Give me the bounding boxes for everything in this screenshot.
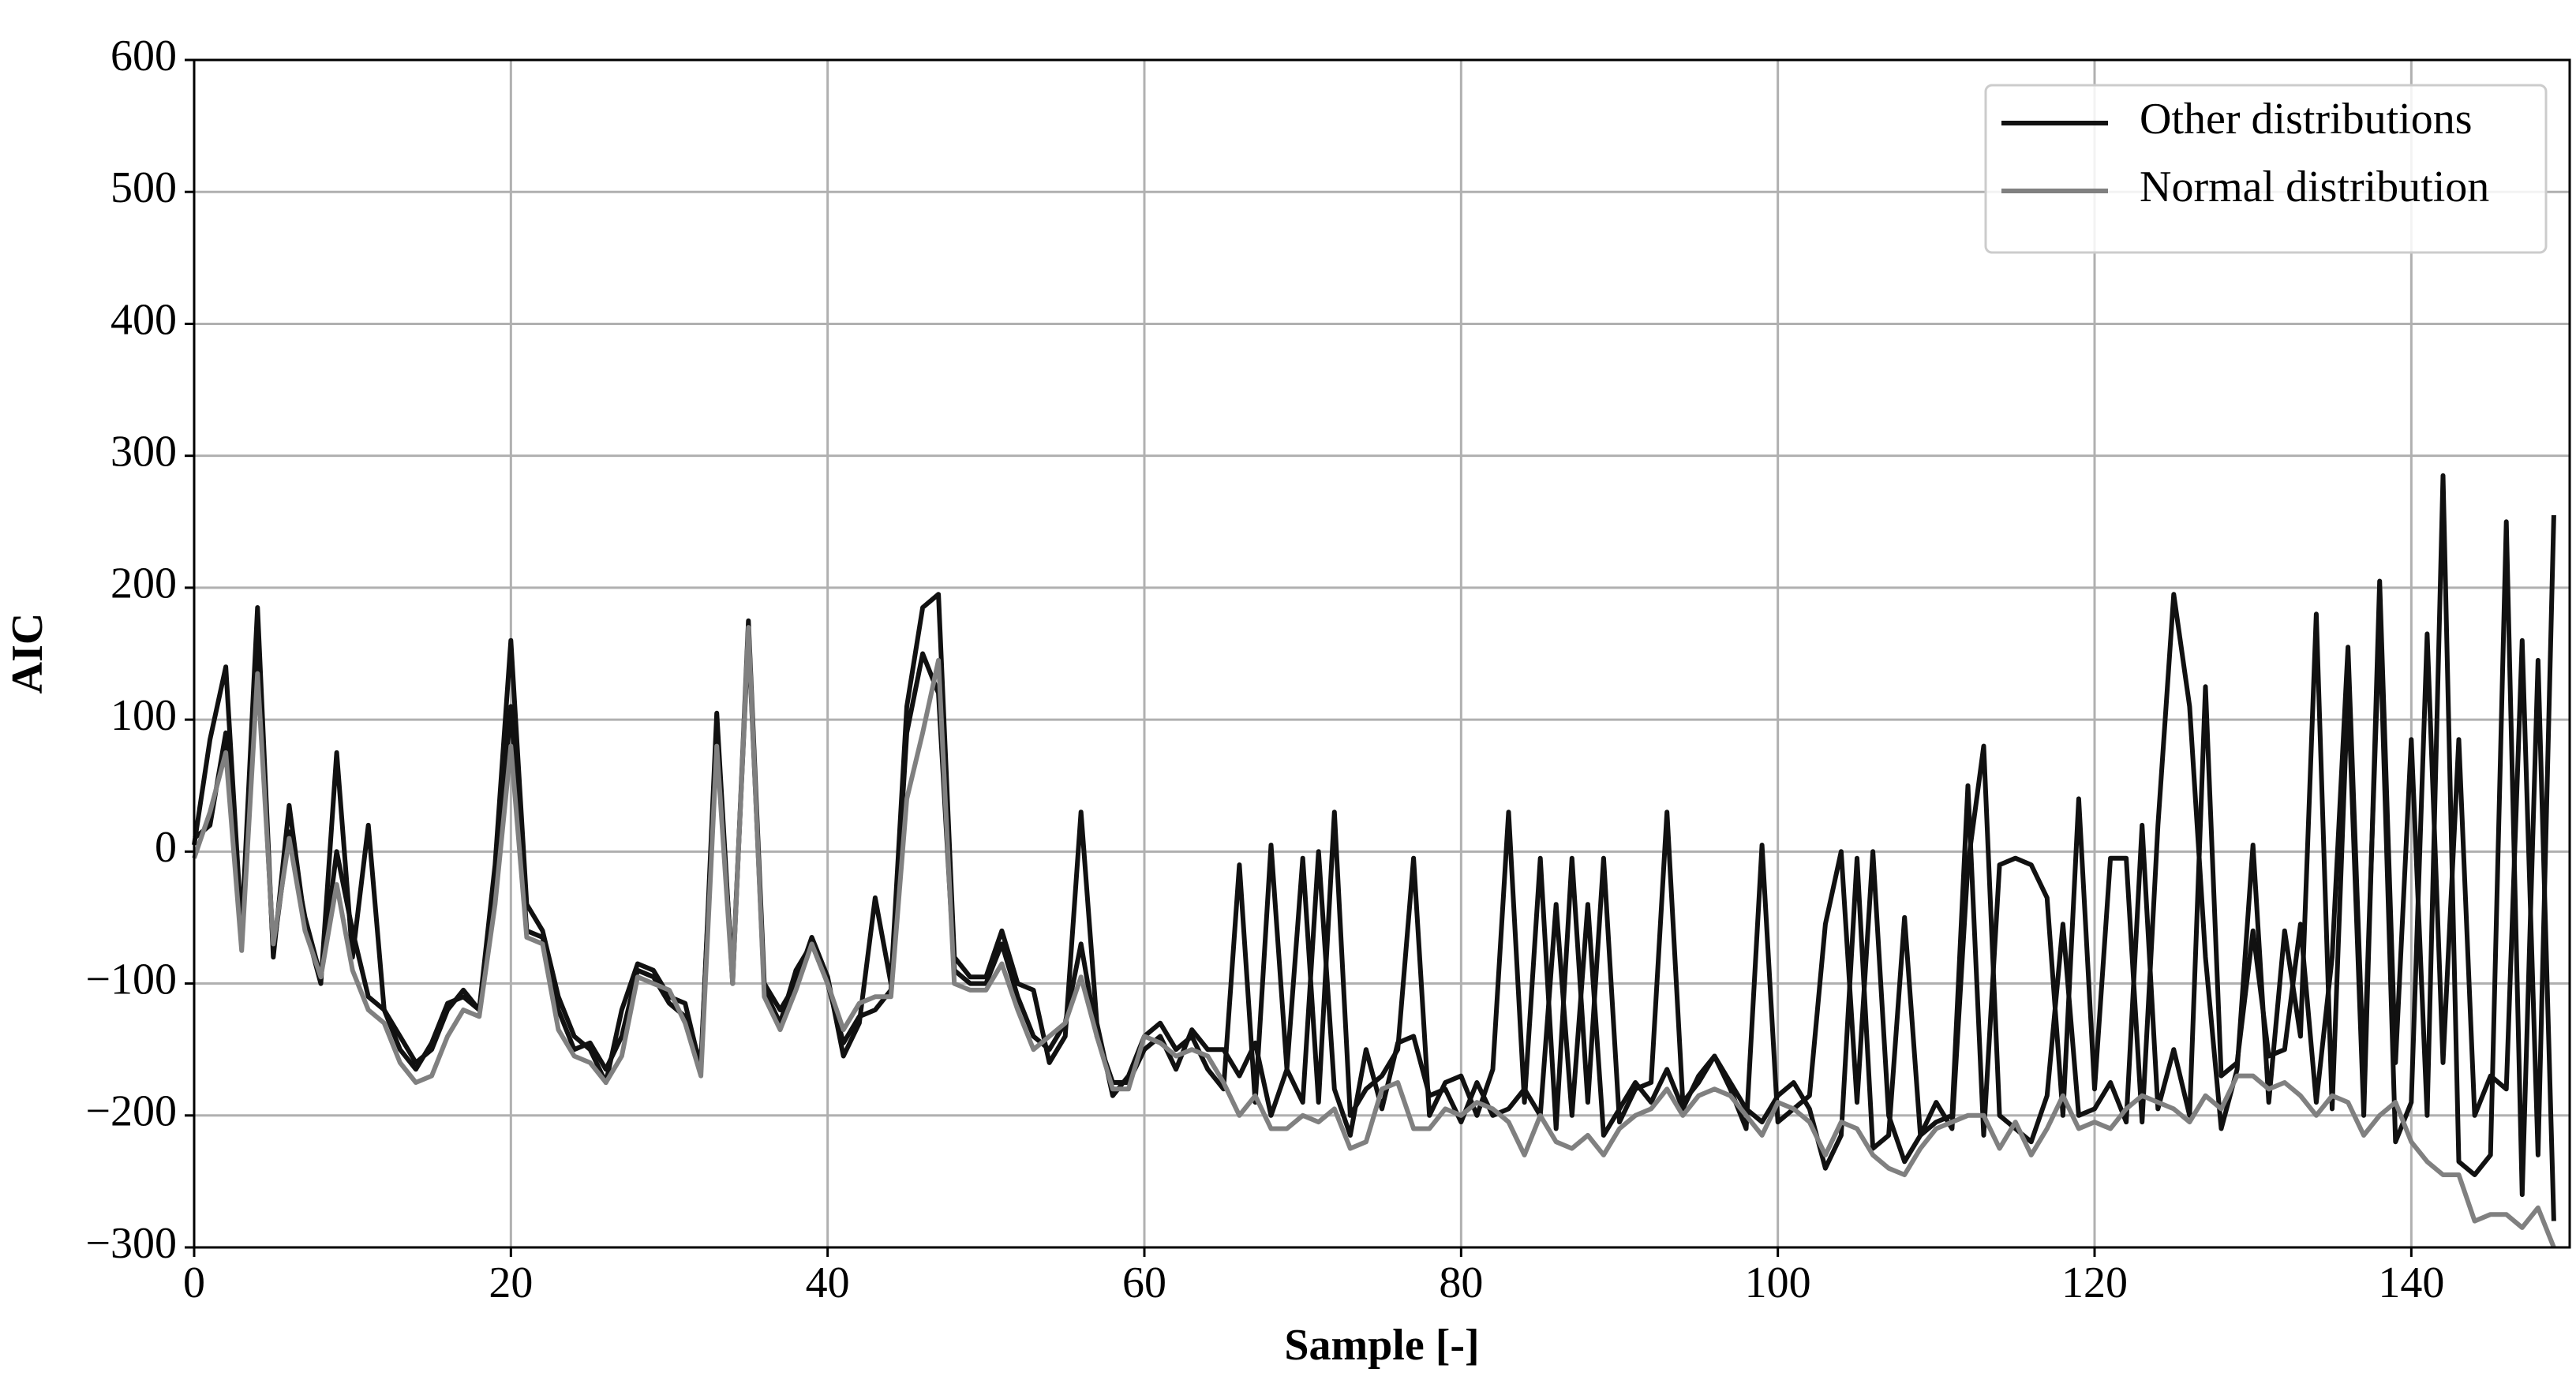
x-tick-label: 60: [1122, 1258, 1166, 1307]
x-tick-label: 20: [489, 1258, 533, 1307]
y-tick-label: 400: [110, 295, 177, 344]
y-tick-label: 0: [155, 823, 177, 872]
y-tick-label: 200: [110, 559, 177, 608]
x-tick-label: 40: [806, 1258, 850, 1307]
y-tick-label: 100: [110, 691, 177, 740]
legend-label: Normal distribution: [2140, 163, 2489, 211]
x-tick-label: 80: [1439, 1258, 1483, 1307]
legend-label: Other distributions: [2140, 95, 2473, 144]
x-tick-label: 0: [183, 1258, 205, 1307]
y-tick-label: 600: [110, 32, 177, 80]
data-line: [193, 514, 2556, 1171]
x-tick-label: 140: [2378, 1258, 2444, 1307]
y-tick-label: −200: [85, 1087, 177, 1136]
legend: Other distributions Normal distribution: [1984, 84, 2548, 254]
x-tick-label: 120: [2061, 1258, 2128, 1307]
data-line: [192, 625, 2556, 1249]
y-tick-label: −100: [85, 955, 177, 1004]
plot-frame: [193, 58, 2571, 1249]
y-tick-label: 300: [110, 428, 177, 477]
y-tick-label: 500: [110, 163, 177, 212]
x-axis-label: Sample [-]: [1284, 1321, 1479, 1370]
x-tick-label: 100: [1745, 1258, 1811, 1307]
y-tick-label: −300: [85, 1219, 177, 1268]
y-axis-label: AIC: [3, 613, 52, 694]
legend-box: [1984, 84, 2548, 254]
